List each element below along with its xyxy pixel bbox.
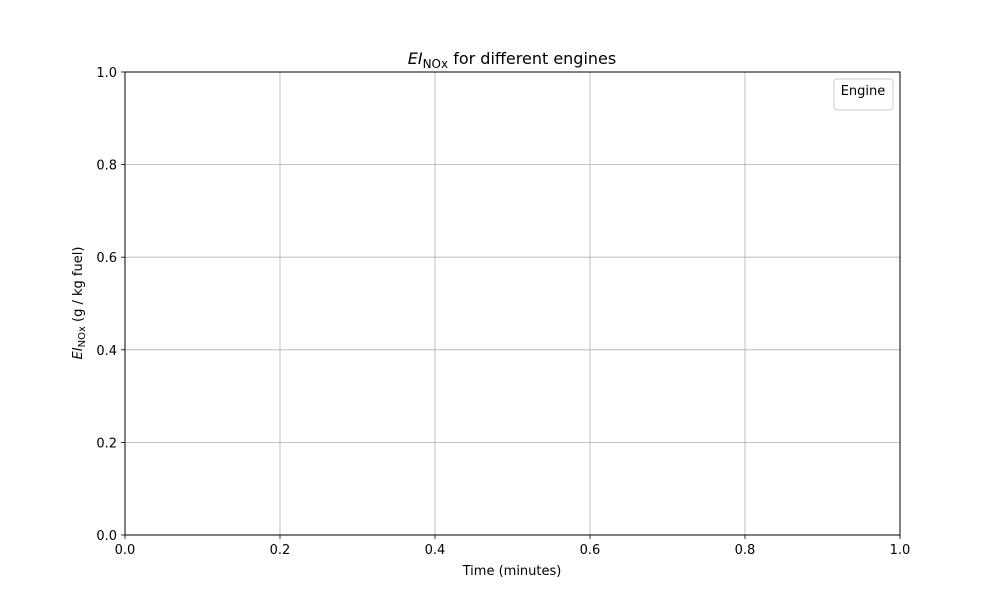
x-tick-label: 0.6 [580,543,601,558]
x-tick-label: 0.4 [425,543,446,558]
chart-title-subscript: NOx [423,57,449,71]
x-axis-label: Time (minutes) [462,564,562,579]
x-tick-label: 0.2 [270,543,291,558]
y-tick-label: 0.6 [96,251,117,266]
y-tick-label: 0.4 [96,344,117,359]
x-tick-label: 0.8 [735,543,756,558]
legend-title: Engine [841,84,886,99]
y-tick-label: 0.8 [96,159,117,174]
axis-ticks: 0.0 0.2 0.4 0.6 0.8 1.0 0.0 0.2 0.4 0.6 0.8 1.0 [96,66,910,558]
y-axis-label: EINOx (g / kg fuel) [71,247,88,360]
y-tick-label: 0.0 [96,529,117,544]
chart-title: EINOx for different engines [408,49,616,71]
y-axis-label-subscript: NOx [77,326,88,347]
y-tick-label: 1.0 [96,66,117,81]
chart-title-rest: for different engines [448,49,616,68]
x-tick-label: 1.0 [890,543,911,558]
chart-title-italic: EI [408,49,423,68]
plot-area-frame [124,71,901,536]
y-axis-label-rest: (g / kg fuel) [71,247,86,327]
legend: Engine [833,78,894,111]
y-tick-label: 0.2 [96,436,117,451]
y-axis-label-italic: EI [71,347,86,359]
legend-box [833,78,894,111]
grid-lines [124,71,901,536]
x-tick-label: 0.0 [115,543,136,558]
